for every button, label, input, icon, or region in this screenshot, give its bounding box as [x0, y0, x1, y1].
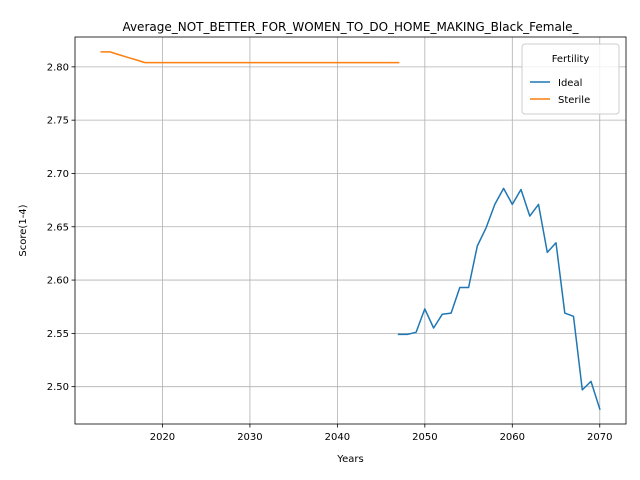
x-tick-label: 2050 [412, 432, 437, 443]
x-axis-label: Years [336, 454, 363, 465]
y-tick-label: 2.55 [47, 329, 69, 340]
y-tick-label: 2.65 [47, 222, 69, 233]
x-tick-label: 2020 [150, 432, 175, 443]
series-line-ideal [397, 187, 601, 411]
x-tick-label: 2030 [237, 432, 262, 443]
legend-box [521, 43, 620, 115]
y-tick-label: 2.70 [47, 169, 69, 180]
x-axis-ticks: 2020 2030 2040 2050 2060 2070 [150, 424, 612, 443]
legend-title: Fertility [552, 54, 590, 65]
x-tick-label: 2070 [587, 432, 612, 443]
grid [75, 37, 626, 424]
series-line-sterile [100, 51, 400, 64]
y-tick-label: 2.80 [47, 62, 69, 73]
y-axis-label: Score(1-4) [18, 204, 29, 256]
legend: Fertility Ideal Sterile [521, 43, 620, 115]
y-tick-label: 2.75 [47, 116, 69, 127]
y-tick-label: 2.60 [47, 276, 69, 287]
plot-frame [74, 36, 627, 425]
legend-label-sterile: Sterile [558, 95, 590, 106]
x-tick-label: 2060 [500, 432, 525, 443]
series-lines [100, 51, 601, 411]
x-tick-label: 2040 [325, 432, 350, 443]
y-tick-label: 2.50 [47, 382, 69, 393]
chart-title: Average_NOT_BETTER_FOR_WOMEN_TO_DO_HOME_… [122, 20, 579, 34]
legend-label-ideal: Ideal [558, 78, 582, 89]
y-axis-ticks: 2.50 2.55 2.60 2.65 2.70 2.75 2.80 [47, 62, 75, 393]
